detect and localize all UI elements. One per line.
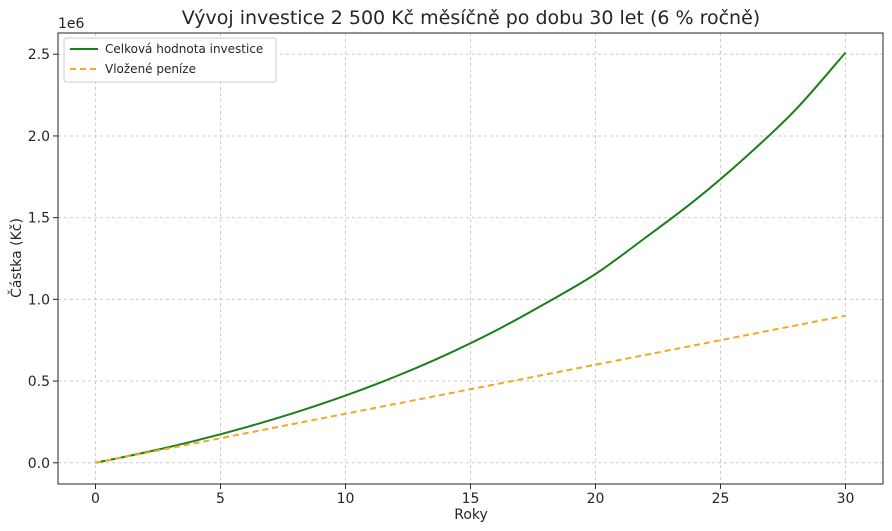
y-axis-label: Částka (Kč) — [7, 218, 25, 298]
y-tick-label: 0.5 — [28, 374, 50, 390]
y-tick-label: 1.0 — [28, 292, 50, 308]
x-tick-label: 0 — [91, 491, 100, 507]
y-tick-label: 1.5 — [28, 211, 50, 227]
x-axis: 0 5 10 15 20 25 30 — [91, 484, 854, 507]
x-tick-label: 30 — [837, 491, 855, 507]
x-tick-label: 20 — [587, 491, 605, 507]
legend-label-invested: Vložené peníze — [105, 62, 196, 76]
y-tick-label: 0.0 — [28, 456, 50, 472]
x-tick-label: 25 — [712, 491, 730, 507]
series-line-total-value — [95, 51, 847, 464]
y-tick-label: 2.0 — [28, 129, 50, 145]
series-line-invested — [95, 314, 846, 464]
legend-box — [63, 37, 277, 83]
legend: Celková hodnota investice Vložené peníze — [63, 37, 277, 83]
x-tick-label: 10 — [337, 491, 355, 507]
grid — [58, 33, 883, 484]
x-tick-label: 15 — [462, 491, 480, 507]
x-tick-label: 5 — [216, 491, 225, 507]
series-layer — [95, 51, 847, 464]
x-axis-label: Roky — [454, 507, 488, 523]
y-axis: 0.0 0.5 1.0 1.5 2.0 2.5 — [28, 47, 58, 472]
legend-label-total: Celková hodnota investice — [105, 42, 263, 56]
y-tick-label: 2.5 — [28, 47, 50, 63]
chart-title: Vývoj investice 2 500 Kč měsíčně po dobu… — [182, 7, 760, 29]
y-offset-label: 1e6 — [58, 16, 85, 32]
